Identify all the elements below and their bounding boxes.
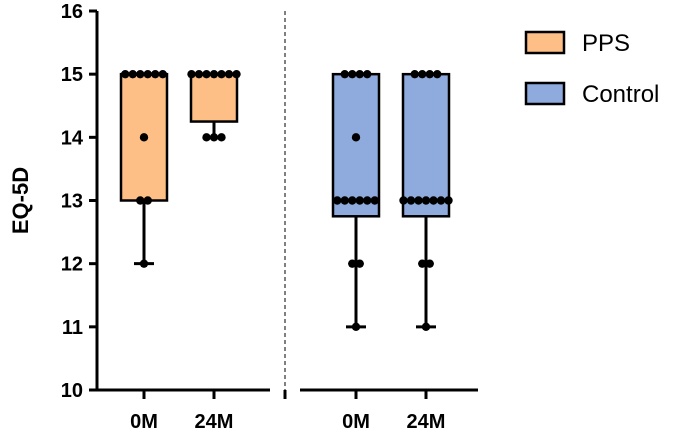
data-point — [418, 259, 427, 268]
data-point — [143, 196, 152, 205]
y-tick-label: 15 — [61, 64, 83, 86]
data-point — [363, 69, 372, 79]
data-point — [151, 69, 160, 79]
data-point — [121, 69, 130, 79]
axes: 10 11 12 13 14 15 16 EQ-5D 0M 24M 0M 24M — [8, 1, 478, 433]
data-point — [136, 196, 145, 205]
data-point — [128, 69, 137, 79]
box-rect — [189, 72, 239, 123]
data-point — [158, 69, 167, 79]
box-rect — [401, 72, 451, 218]
data-point — [340, 69, 349, 79]
data-point — [232, 69, 241, 79]
y-tick-label: 10 — [61, 380, 83, 402]
box-pps-0m — [119, 69, 169, 268]
data-point — [348, 196, 357, 205]
data-point — [340, 196, 349, 205]
legend-label: Control — [582, 81, 659, 108]
y-tick-label: 11 — [62, 317, 83, 339]
data-point — [355, 69, 364, 79]
data-point — [436, 196, 446, 205]
data-point — [370, 196, 379, 205]
legend-swatch — [524, 30, 566, 55]
x-tick-label: 0M — [130, 411, 158, 433]
data-point — [187, 69, 196, 79]
data-point — [399, 196, 408, 205]
x-tick-label: 24M — [407, 411, 446, 433]
box-control-0m — [331, 69, 381, 332]
data-point — [425, 69, 434, 79]
data-point — [348, 259, 357, 268]
legend: PPS Control — [524, 30, 659, 108]
legend-label: PPS — [582, 30, 630, 57]
data-point — [209, 133, 219, 142]
data-point — [202, 133, 211, 142]
y-tick-label: 16 — [61, 1, 83, 23]
data-point — [421, 196, 431, 205]
data-point — [355, 196, 364, 205]
data-point — [136, 69, 145, 79]
box-rect — [331, 72, 381, 218]
data-point — [217, 69, 226, 79]
legend-swatch — [524, 81, 566, 106]
legend-item-pps: PPS — [524, 30, 630, 57]
data-point — [217, 133, 226, 142]
legend-item-control: Control — [524, 81, 659, 108]
plot-area — [119, 69, 453, 332]
data-point — [194, 69, 204, 79]
data-point — [363, 196, 372, 205]
y-axis-title: EQ-5D — [8, 167, 33, 234]
data-point — [351, 322, 361, 332]
data-point — [143, 69, 152, 79]
data-point — [444, 196, 453, 205]
data-point — [209, 69, 219, 79]
data-point — [429, 196, 438, 205]
data-point — [139, 259, 149, 268]
data-point — [224, 69, 234, 79]
x-tick-label: 24M — [195, 411, 234, 433]
data-point — [418, 69, 427, 79]
data-point — [355, 259, 364, 268]
data-point — [351, 133, 361, 142]
y-tick-label: 14 — [61, 127, 84, 149]
data-point — [348, 69, 357, 79]
data-point — [433, 69, 442, 79]
data-point — [139, 133, 149, 142]
data-point — [406, 196, 416, 205]
data-point — [333, 196, 342, 205]
data-point — [421, 322, 431, 332]
data-point — [410, 69, 419, 79]
x-tick-label: 0M — [342, 411, 370, 433]
data-point — [202, 69, 211, 79]
box-pps-24m — [187, 69, 241, 142]
data-point — [414, 196, 423, 205]
y-tick-label: 12 — [61, 254, 83, 276]
y-tick-label: 13 — [61, 191, 83, 213]
data-point — [425, 259, 434, 268]
box-control-24m — [399, 69, 453, 332]
